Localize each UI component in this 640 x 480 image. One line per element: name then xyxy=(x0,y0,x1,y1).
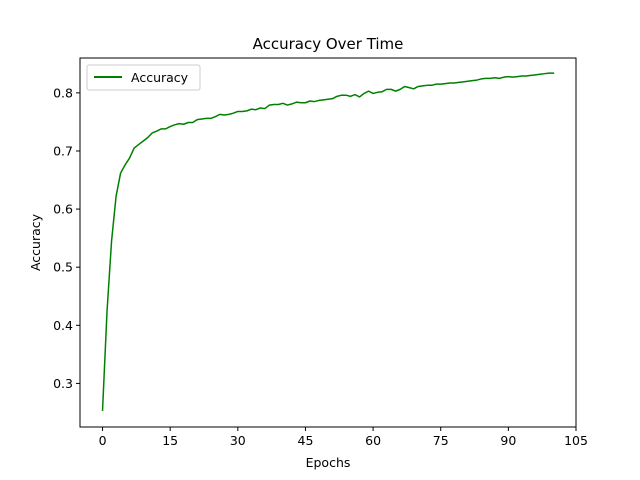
y-tick-label: 0.3 xyxy=(53,376,73,391)
y-tick-label: 0.4 xyxy=(53,318,73,333)
x-tick-label: 60 xyxy=(365,433,381,448)
x-tick-label: 30 xyxy=(230,433,246,448)
y-tick-label: 0.8 xyxy=(53,85,73,100)
series-line-accuracy xyxy=(101,72,555,411)
x-axis-label: Epochs xyxy=(306,455,351,470)
y-tick-label: 0.5 xyxy=(53,260,73,275)
x-tick-label: 15 xyxy=(162,433,178,448)
chart-title: Accuracy Over Time xyxy=(253,35,404,53)
y-tick-label: 0.7 xyxy=(53,143,73,158)
x-tick-label: 75 xyxy=(433,433,449,448)
y-axis-label: Accuracy xyxy=(28,213,43,271)
legend-label-accuracy: Accuracy xyxy=(131,70,189,85)
series-layer xyxy=(101,72,555,411)
x-tick-label: 105 xyxy=(564,433,588,448)
axis-ticks: 0 15 30 45 60 75 90 105 0.3 0.4 0.5 0.6 0.7 0.8 xyxy=(53,85,588,448)
y-tick-label: 0.6 xyxy=(53,202,73,217)
x-tick-label: 90 xyxy=(500,433,516,448)
plot-frame xyxy=(79,57,577,428)
legend-box xyxy=(86,64,201,91)
legend: Accuracy xyxy=(86,64,201,91)
x-tick-label: 0 xyxy=(99,433,107,448)
x-tick-label: 45 xyxy=(298,433,314,448)
